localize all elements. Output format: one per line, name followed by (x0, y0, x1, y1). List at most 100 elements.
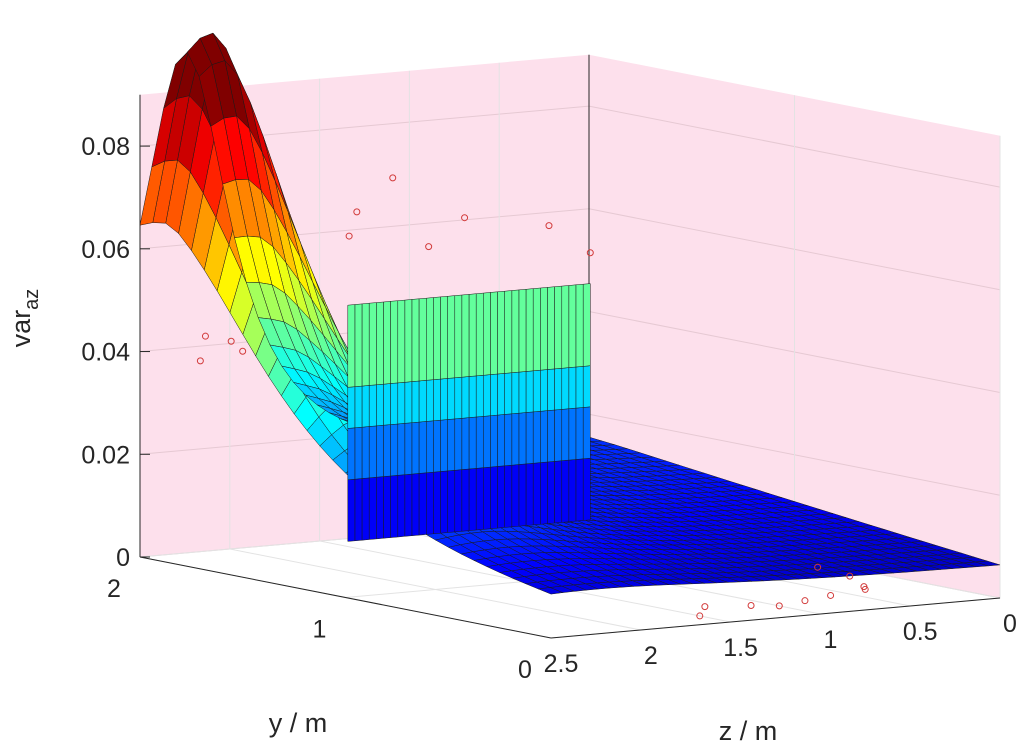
surface-facet (575, 283, 584, 368)
scatter-point (775, 602, 783, 610)
surface-facet (497, 290, 505, 375)
surface-facet (383, 424, 391, 477)
surface-facet (376, 476, 384, 540)
scatter-point (425, 243, 433, 251)
scatter-point (827, 591, 835, 599)
surface-facet (525, 411, 534, 465)
surface-facet (468, 375, 477, 418)
surface-facet (497, 465, 505, 529)
surface-facet (461, 294, 470, 378)
surface-facet (397, 423, 406, 476)
scatter-point (814, 563, 822, 571)
surface-facet (540, 369, 548, 412)
scatter-point (801, 597, 809, 605)
surface-facet (518, 463, 527, 527)
surface-facet (568, 459, 577, 522)
surface-facet (554, 409, 563, 462)
surface-facet (390, 382, 399, 425)
surface-facet (433, 471, 441, 535)
surface-facet (575, 407, 584, 460)
surface-facet (475, 292, 484, 377)
surface-facet (376, 383, 384, 427)
surface-facet (404, 422, 413, 475)
surface-facet (383, 475, 391, 539)
surface-facet (582, 457, 591, 521)
surface-facet (504, 372, 513, 415)
surface-facet (368, 384, 377, 427)
surface-facet (411, 421, 420, 475)
surface-facet (490, 373, 498, 416)
surface-facet (504, 413, 513, 467)
scatter-point (201, 332, 209, 340)
surface-facet (547, 286, 555, 370)
surface-facet (475, 375, 484, 418)
z-axis-label: varaz (6, 289, 43, 348)
tick-label-v: 0.04 (81, 339, 130, 367)
surface-facet (411, 298, 420, 382)
surface-facet (504, 290, 513, 374)
tick-label-z: 0 (1003, 610, 1017, 638)
surface-facet (568, 366, 577, 409)
surface-facet (440, 470, 448, 534)
surface-facet (561, 459, 570, 523)
surface-facet (547, 368, 555, 411)
surface-facet (426, 379, 434, 422)
surface-facet (404, 299, 413, 383)
surface-facet (483, 374, 491, 417)
surface-facet (447, 377, 456, 420)
surface-facet (418, 297, 427, 382)
tick-label-z: 2 (644, 642, 658, 670)
surface-facet (518, 289, 527, 373)
surface-facet (454, 294, 463, 379)
surface-facet (426, 297, 434, 381)
tick-label-v: 0 (116, 544, 130, 572)
tick-label-v: 0.02 (81, 441, 130, 469)
surface-facet (397, 382, 406, 425)
surface-facet (475, 467, 484, 531)
surface-facet (454, 376, 463, 420)
surface-facet (347, 427, 356, 481)
surface-facet (582, 406, 591, 460)
surface-facet (404, 381, 413, 424)
surface-facet (404, 473, 413, 537)
surface-facet (540, 461, 548, 525)
surface-facet (461, 468, 470, 532)
surface-facet (440, 419, 448, 472)
tick-labels: 0 0.02 0.04 0.06 0.08 0 0.5 1 1.5 2 2.5 0 1 2 (81, 133, 1017, 684)
surface-facet (532, 287, 541, 372)
surface-facet (354, 385, 363, 429)
scatter-point (389, 174, 397, 182)
surface-facet (376, 301, 384, 386)
tick-label-y: 1 (313, 616, 327, 644)
scatter-point (846, 572, 854, 580)
surface-facet (525, 370, 534, 413)
scatter-point (747, 601, 755, 609)
surface-facet (390, 300, 399, 384)
surface-facet (547, 461, 555, 524)
surface-facet (426, 471, 434, 535)
surface-facet (568, 407, 577, 461)
surface-facet (575, 458, 584, 522)
surface-facet (468, 468, 477, 531)
y-axis-label: y / m (269, 708, 328, 738)
surface-facet (540, 287, 548, 371)
surface-facet (525, 463, 534, 526)
scatter-point (545, 222, 553, 230)
scatter-point (345, 232, 353, 240)
surface-facet (497, 373, 505, 416)
surface-facet (554, 460, 563, 524)
surface-facet (568, 284, 577, 368)
surface-facet (532, 411, 541, 464)
scatter-point (586, 249, 594, 257)
surface-facet (468, 416, 477, 470)
z-axis-line (550, 597, 1001, 639)
surface-facet (454, 469, 463, 533)
surface-facet (582, 283, 591, 367)
surface-facet (490, 414, 498, 468)
scatter-point (696, 612, 704, 620)
tick-label-v: 0.06 (81, 236, 130, 264)
scatter-points (196, 174, 869, 620)
surface-facet (347, 386, 356, 429)
surface-facet (483, 292, 491, 376)
